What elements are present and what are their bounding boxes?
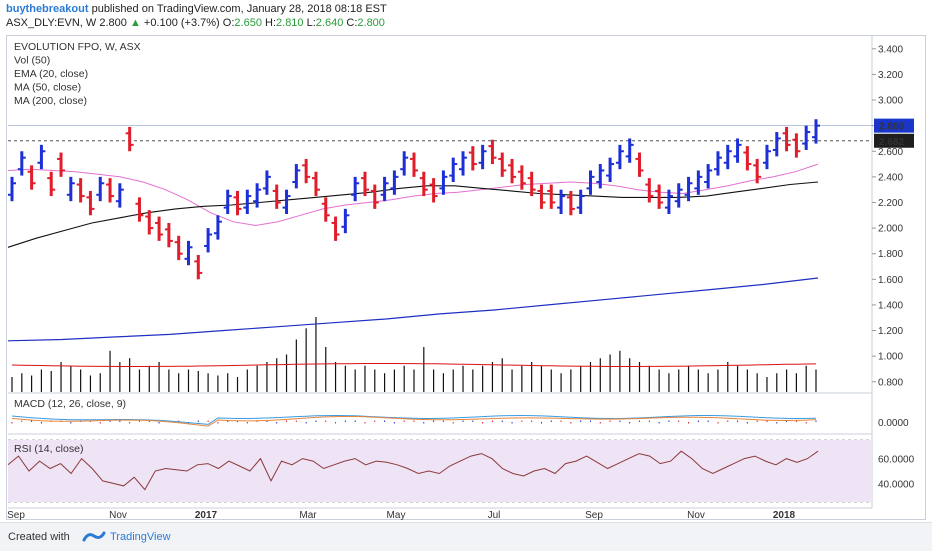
ohlc-bars <box>8 119 820 280</box>
date-axis: Sep Nov 2017 Mar May Jul Sep Nov 2018 <box>7 510 795 521</box>
rsi-axis-label: 40.0000 <box>878 479 915 490</box>
rsi-band <box>8 440 872 502</box>
rsi-axis-label: 60.0000 <box>878 455 915 466</box>
date-tick-label: Jul <box>488 510 501 521</box>
ema20-line <box>7 163 819 227</box>
volume-bars <box>11 317 817 392</box>
date-tick-label: May <box>387 510 406 521</box>
ma50-line <box>7 181 819 248</box>
created-with-label: Created with <box>8 531 70 543</box>
last-price: 2.800 <box>99 17 127 29</box>
macd-axis-label: 0.0000 <box>878 418 909 429</box>
publish-line: buythebreakout published on TradingView.… <box>6 3 387 15</box>
rsi-line <box>7 450 819 491</box>
last-price-badge <box>874 118 914 133</box>
open-value: 2.650 <box>234 17 262 29</box>
rsi-label: RSI (14, close) <box>14 443 83 455</box>
price-tick-label: 3.400 <box>878 44 903 55</box>
macd-signal-line <box>11 416 817 427</box>
price-tick-label: 1.000 <box>878 352 903 363</box>
legend-entry: Vol (50) <box>14 55 50 67</box>
ma200-line <box>7 277 819 342</box>
legend-entry: EVOLUTION FPO, W, ASX <box>14 41 141 53</box>
dashed-level-badge <box>874 133 914 148</box>
date-tick-label: Nov <box>687 510 705 521</box>
date-tick-label: Mar <box>299 510 317 521</box>
price-chart[interactable]: 3.400 3.200 3.000 2.800 2.600 2.400 2.200 2.000… <box>0 0 932 522</box>
price-tick-label: 0.800 <box>878 377 903 388</box>
change-arrow-icon: ▲ <box>129 17 141 29</box>
price-tick-label: 2.200 <box>878 198 903 209</box>
price-tick-label: 2.600 <box>878 147 903 158</box>
price-tick-label: 3.000 <box>878 96 903 107</box>
tradingview-logo-icon <box>82 531 106 542</box>
low-value: 2.640 <box>315 17 344 29</box>
legend-entry: EMA (20, close) <box>14 68 88 80</box>
footer: Created with TradingView <box>0 522 932 551</box>
price-tick-label: 1.200 <box>878 326 903 337</box>
tradingview-brand[interactable]: TradingView <box>110 531 171 543</box>
price-tick-label: 2.400 <box>878 172 903 183</box>
symbol-label: ASX_DLY:EVN, W <box>6 17 97 29</box>
last-price-badge-label: 2.800 <box>879 122 904 133</box>
open-label: O: <box>222 17 235 29</box>
macd-label: MACD (12, 26, close, 9) <box>14 398 126 410</box>
grid <box>8 36 873 509</box>
indicator-lines <box>7 163 819 491</box>
price-tick-label: 1.800 <box>878 249 903 260</box>
pane-backgrounds <box>8 440 872 502</box>
legend-entry: MA (50, close) <box>14 82 81 94</box>
high-value: 2.810 <box>276 17 304 29</box>
chart-legend: EVOLUTION FPO, W, ASX Vol (50)EMA (20, cl… <box>14 41 141 455</box>
publish-info: published on TradingView.com, January 28… <box>91 3 387 15</box>
volume-ma-line <box>11 363 817 367</box>
date-tick-label: 2017 <box>195 510 218 521</box>
high-label: H: <box>265 17 277 29</box>
low-label: L: <box>306 17 316 29</box>
date-tick-label: 2018 <box>773 510 796 521</box>
price-tick-label: 3.200 <box>878 70 903 81</box>
quote-line: ASX_DLY:EVN, W 2.800 ▲ +0.100 (+3.7%) O:… <box>6 17 385 29</box>
price-tick-label: 1.400 <box>878 300 903 311</box>
dashed-level-badge-label: 2.682 <box>879 137 904 148</box>
price-axis: 3.400 3.200 3.000 2.800 2.600 2.400 2.200 2.000… <box>872 44 915 490</box>
chart-frame[interactable] <box>6 35 926 520</box>
publisher-name[interactable]: buythebreakout <box>6 3 89 15</box>
close-label: C: <box>346 17 358 29</box>
date-tick-label: Sep <box>585 510 603 521</box>
legend-entry: MA (200, close) <box>14 95 87 107</box>
close-value: 2.800 <box>357 17 385 29</box>
price-change: +0.100 (+3.7%) <box>143 17 220 29</box>
date-tick-label: Nov <box>109 510 127 521</box>
date-tick-label: Sep <box>7 510 25 521</box>
price-tick-label: 1.600 <box>878 275 903 286</box>
price-tick-label: 2.000 <box>878 224 903 235</box>
